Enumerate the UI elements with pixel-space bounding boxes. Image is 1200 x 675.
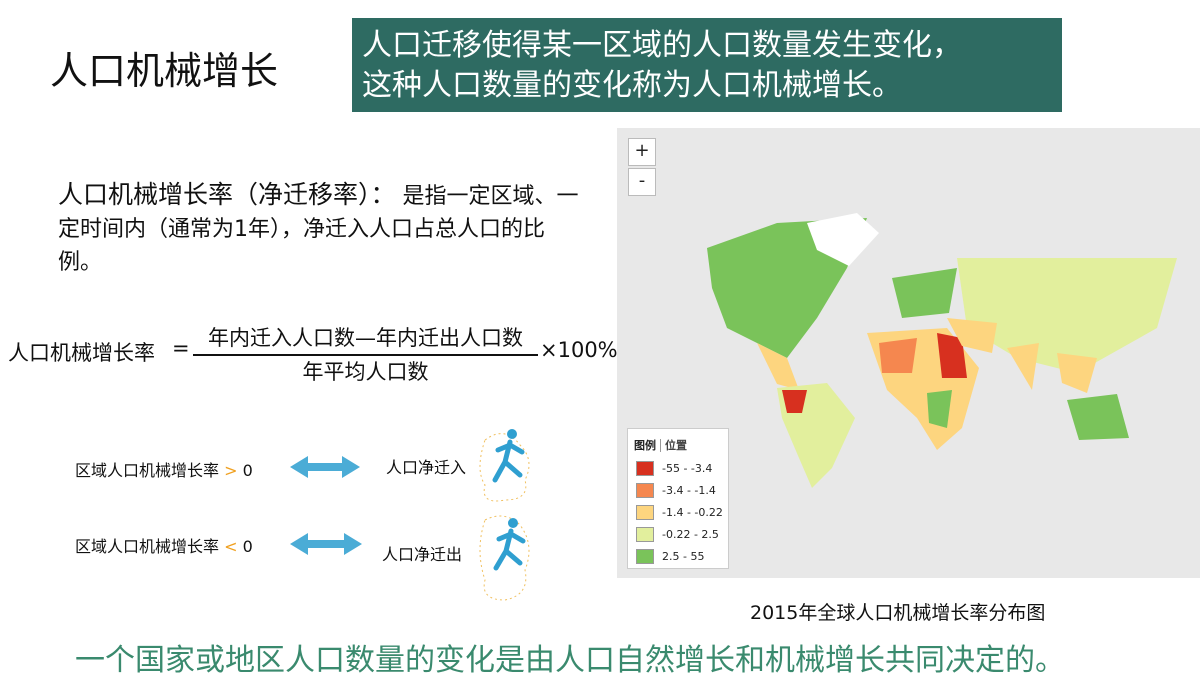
- rule-label: 区域人口机械增长率: [75, 461, 220, 480]
- rule-sign: <: [224, 537, 238, 556]
- legend-tab[interactable]: 位置: [660, 439, 687, 452]
- legend: 图例 位置 -55 - -3.4 -3.4 - -1.4 -1.4 - -0.22 -0…: [627, 428, 729, 569]
- legend-label: -1.4 - -0.22: [662, 505, 723, 519]
- banner-line: 人口迁移使得某一区域的人口数量发生变化，: [362, 28, 962, 63]
- rule: 区域人口机械增长率 < 0: [75, 533, 253, 557]
- formula-factor: ×100%: [540, 338, 618, 362]
- double-arrow: [290, 456, 362, 555]
- legend-item: -0.22 - 2.5: [628, 523, 728, 545]
- rule-sign: >: [224, 461, 238, 480]
- rule-zero: 0: [242, 537, 253, 556]
- legend-label: -0.22 - 2.5: [662, 527, 719, 541]
- legend-swatch: [636, 526, 654, 542]
- banner: 人口迁移使得某一区域的人口数量发生变化， 这种人口数量的变化称为人口机械增长。: [352, 18, 1062, 112]
- definition: 人口机械增长率（净迁移率）： 是指一定区域、一定时间内（通常为1年），净迁入人口…: [58, 178, 583, 279]
- definition-term: 人口机械增长率（净迁移率）：: [58, 180, 396, 209]
- runner: [492, 429, 526, 571]
- rule-result: 人口净迁出: [382, 545, 463, 564]
- map-panel: + - 图例 位置 -55 - -3.4 -3.4 - -1.4 -1.4 - -0.…: [617, 128, 1200, 578]
- legend-swatch: [636, 460, 654, 476]
- formula-equals: =: [172, 336, 190, 360]
- conclusion: 一个国家或地区人口数量的变化是由人口自然增长和机械增长共同决定的。: [75, 643, 1065, 675]
- zoom-in-button[interactable]: +: [628, 138, 656, 166]
- legend-label: -3.4 - -1.4: [662, 483, 716, 497]
- legend-swatch: [636, 482, 654, 498]
- legend-item: -55 - -3.4: [628, 457, 728, 479]
- legend-title: 图例: [634, 439, 656, 452]
- formula-denominator: 年平均人口数: [302, 360, 429, 384]
- rule-result: 人口净迁入: [386, 458, 467, 477]
- arrows-icons: [290, 429, 530, 601]
- legend-swatch: [636, 504, 654, 520]
- slide-title: 人口机械增长: [50, 49, 279, 93]
- definition-text: 是指一定区域、一定时间内（通常为1年），净迁入人口占总人口的比例。: [58, 184, 579, 275]
- legend-swatch: [636, 548, 654, 564]
- rule-zero: 0: [242, 461, 253, 480]
- legend-header: 图例 位置: [628, 429, 728, 457]
- legend-item: -1.4 - -0.22: [628, 501, 728, 523]
- legend-items: -55 - -3.4 -3.4 - -1.4 -1.4 - -0.22 -0.22 -…: [628, 457, 728, 567]
- region-outline: [479, 515, 530, 601]
- rule: 区域人口机械增长率 > 0: [75, 457, 253, 481]
- zoom-out-button[interactable]: -: [628, 168, 656, 196]
- region-outline: [479, 433, 530, 502]
- banner-line: 这种人口数量的变化称为人口机械增长。: [362, 68, 902, 103]
- rule-label: 区域人口机械增长率: [75, 537, 220, 556]
- map-caption: 2015年全球人口机械增长率分布图: [750, 602, 1046, 624]
- formula-fraction: 年内迁入人口数—年内迁出人口数 年平均人口数: [193, 322, 538, 386]
- legend-label: -55 - -3.4: [662, 461, 713, 475]
- formula-lhs: 人口机械增长率: [8, 341, 155, 365]
- legend-label: 2.5 - 55: [662, 549, 705, 563]
- formula-numerator: 年内迁入人口数—年内迁出人口数: [193, 322, 538, 356]
- legend-item: -3.4 - -1.4: [628, 479, 728, 501]
- world-map: [707, 213, 1177, 488]
- legend-item: 2.5 - 55: [628, 545, 728, 567]
